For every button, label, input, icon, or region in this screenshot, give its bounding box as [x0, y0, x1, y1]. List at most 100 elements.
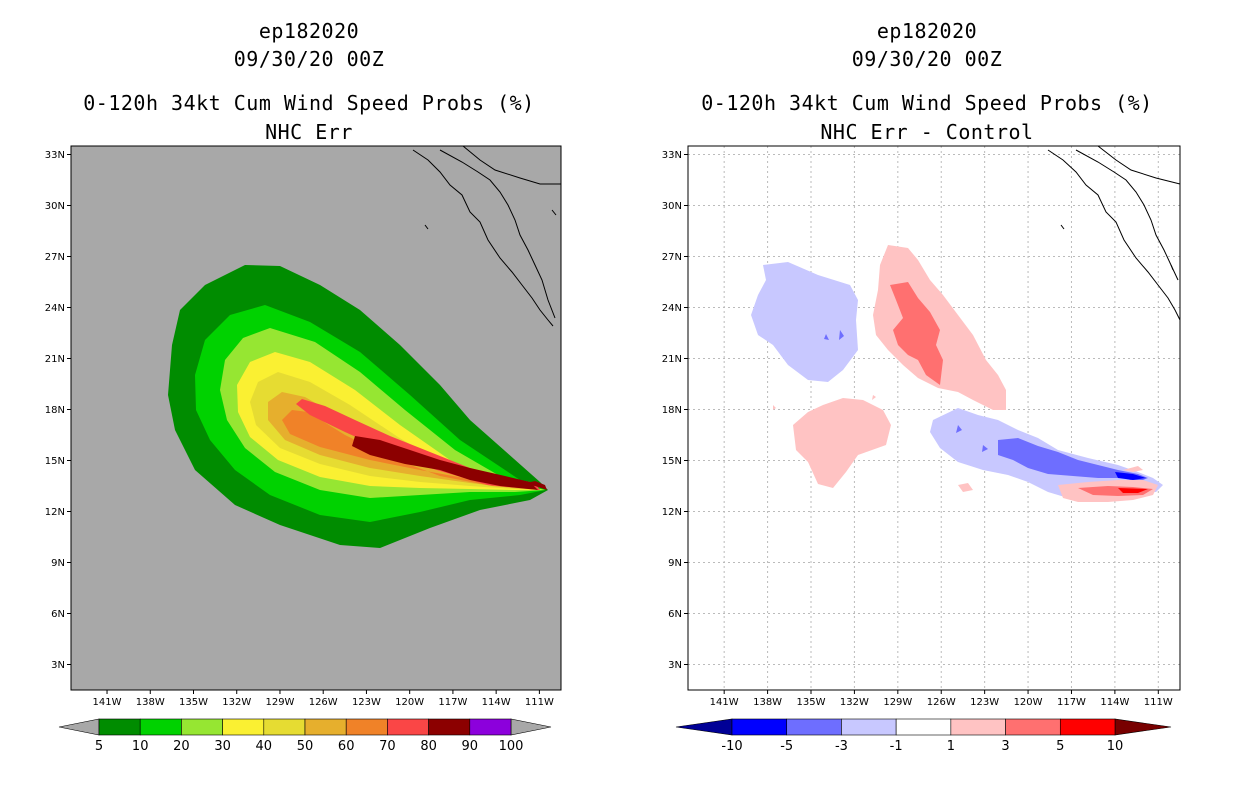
colorbar-cell [222, 718, 265, 736]
colorbar-label: -10 [721, 739, 742, 754]
colorbar-low-arrow [675, 718, 733, 736]
lat-tick-label: 33N [45, 150, 65, 161]
colorbar-cell [139, 718, 182, 736]
lon-tick-label: 138W [753, 697, 782, 708]
colorbar-cell [304, 718, 347, 736]
colorbar-label: 100 [499, 739, 524, 754]
forecast-datetime: 09/30/20 00Z [851, 47, 1003, 71]
colorbar-label: 40 [256, 739, 273, 754]
coastline [412, 145, 561, 327]
lat-tick-label: 24N [662, 303, 682, 314]
probability-contours [168, 265, 548, 548]
panel-difference: ep182020 09/30/20 00Z 0-120h 34kt Cum Wi… [618, 0, 1236, 800]
lon-tick-label: 123W [970, 697, 999, 708]
lat-tick-label: 18N [45, 405, 65, 416]
lon-tick-label: 132W [222, 697, 251, 708]
lat-tick-label: 21N [45, 354, 65, 365]
colorbar-label: -3 [835, 739, 848, 754]
diff-blob-neg-east-core [956, 425, 1148, 482]
colorbar-label: 10 [132, 739, 149, 754]
lat-tick-label: 6N [51, 609, 65, 620]
colorbar-label: 80 [420, 739, 437, 754]
colorbar-label: 30 [214, 739, 231, 754]
difference-contours [751, 245, 1163, 502]
prob-contour-80 [296, 399, 540, 490]
lon-tick-label: 117W [438, 697, 467, 708]
storm-id: ep182020 [876, 19, 978, 43]
colorbar-cell [263, 718, 306, 736]
prob-contour-40 [250, 372, 543, 490]
lat-tick-label: 18N [662, 405, 682, 416]
lat-tick-label: 3N [51, 660, 65, 671]
colorbar-label: -5 [780, 739, 793, 754]
colorbar-high-arrow [510, 718, 552, 736]
axis-ticks: 33N 30N 27N 24N 21N 18N 15N 12N 9N 6N 3N 141W 138W 13… [45, 150, 554, 708]
product-title: 0-120h 34kt Cum Wind Speed Probs (%) [83, 91, 535, 115]
colorbar-cell [786, 718, 842, 736]
colorbar-low-arrow [58, 718, 100, 736]
lat-tick-label: 15N [662, 456, 682, 467]
diff-blob-pos-east-core [1078, 486, 1153, 496]
colorbar-cell [387, 718, 429, 736]
colorbar-cell [1059, 718, 1116, 736]
lon-tick-label: 132W [840, 697, 869, 708]
colorbar-label: 10 [1107, 739, 1124, 754]
lat-tick-label: 30N [45, 201, 65, 212]
colorbar-label: 5 [1056, 739, 1064, 754]
colorbar-label: 3 [1001, 739, 1009, 754]
lat-tick-label: 30N [662, 201, 682, 212]
diff-blob-neg-east-strong [1115, 472, 1146, 480]
colorbar-label: 20 [173, 739, 190, 754]
colorbar-probability: 5 10 20 30 40 50 60 70 80 90 100 [58, 718, 552, 754]
lon-tick-label: 114W [482, 697, 511, 708]
colorbar-cell [181, 718, 223, 736]
map-probability: 33N 30N 27N 24N 21N 18N 15N 12N 9N 6N 3N 141W 138W 13… [45, 145, 562, 754]
forecast-datetime: 09/30/20 00Z [233, 47, 385, 71]
lon-tick-label: 126W [927, 697, 956, 708]
colorbar-cell [731, 718, 788, 736]
axis-ticks: 33N 30N 27N 24N 21N 18N 15N 12N 9N 6N 3N 141W 138W 13… [662, 150, 1173, 708]
lat-tick-label: 3N [668, 660, 682, 671]
lat-tick-label: 6N [668, 609, 682, 620]
colorbar-label: 90 [462, 739, 479, 754]
lat-tick-label: 27N [45, 252, 65, 263]
colorbar-cell [345, 718, 388, 736]
colorbar-label: 5 [95, 739, 103, 754]
lon-tick-label: 120W [395, 697, 424, 708]
map-frame [70, 145, 562, 691]
colorbar-cell [469, 718, 512, 736]
lon-tick-label: 117W [1057, 697, 1086, 708]
diff-blob-neg-west-core [824, 330, 844, 340]
prob-contour-90 [352, 436, 538, 490]
lat-tick-label: 27N [662, 252, 682, 263]
lon-tick-label: 129W [883, 697, 912, 708]
colorbar-cell [1005, 718, 1061, 736]
coastline [1047, 145, 1181, 321]
lat-tick-label: 9N [668, 558, 682, 569]
product-subtitle: NHC Err - Control [820, 120, 1034, 144]
lon-tick-label: 114W [1100, 697, 1129, 708]
lat-tick-label: 12N [662, 507, 682, 518]
lat-tick-label: 33N [662, 150, 682, 161]
panel-probability: ep182020 09/30/20 00Z 0-120h 34kt Cum Wi… [45, 20, 562, 754]
lat-tick-label: 24N [45, 303, 65, 314]
lon-tick-label: 120W [1014, 697, 1043, 708]
diff-blob-pos-north-core [890, 282, 943, 385]
colorbar-difference: -10 -5 -3 -1 1 3 5 10 [675, 718, 1172, 754]
colorbar-cell [98, 718, 141, 736]
colorbar-cell [950, 718, 1006, 736]
colorbar-cell [841, 718, 897, 736]
lat-tick-label: 15N [45, 456, 65, 467]
lon-tick-label: 135W [179, 697, 208, 708]
lat-tick-label: 21N [662, 354, 682, 365]
lon-tick-label: 111W [525, 697, 554, 708]
colorbar-label: 50 [297, 739, 314, 754]
lat-tick-label: 12N [45, 507, 65, 518]
colorbar-cell [428, 718, 471, 736]
product-title: 0-120h 34kt Cum Wind Speed Probs (%) [701, 91, 1153, 115]
prob-contour-100 [522, 481, 547, 490]
lon-tick-label: 135W [797, 697, 826, 708]
colorbar-cell [895, 718, 952, 736]
diff-blob-pos-east-strong [1118, 488, 1148, 493]
lon-tick-label: 141W [93, 697, 122, 708]
